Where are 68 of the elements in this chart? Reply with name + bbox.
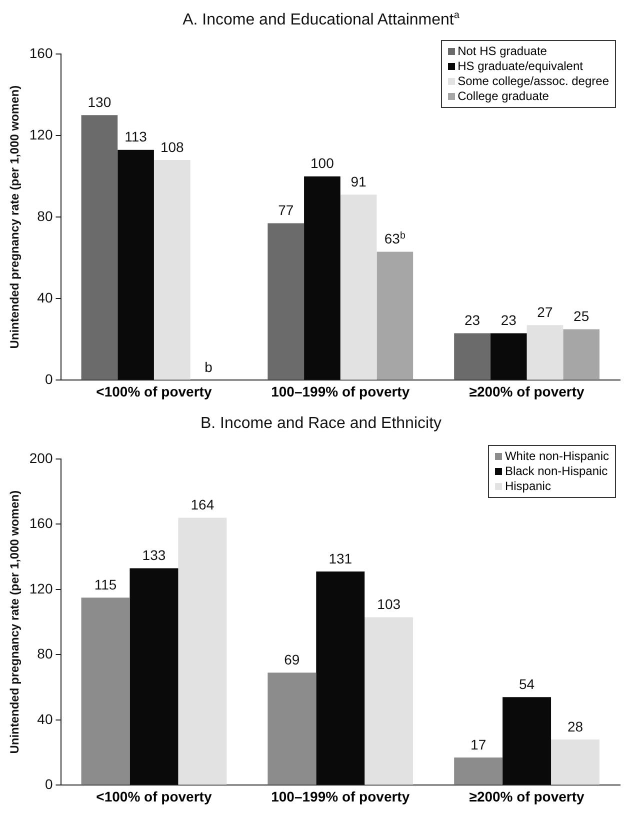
bar [364,617,414,785]
bar [178,518,227,785]
y-tick-label: 0 [44,776,53,792]
bar [502,697,552,785]
bar [563,329,600,380]
data-label: 131 [328,550,352,566]
y-axis-title: Unintended pregnancy rate (per 1,000 women) [8,85,22,349]
y-tick-label: 160 [29,515,53,532]
y-tick-label: 120 [29,580,53,596]
legend-label: Hispanic [504,479,551,493]
x-tick-label: <100% of poverty [96,383,212,400]
y-tick-label: 80 [37,208,53,224]
bar [454,757,503,785]
legend-label: Not HS graduate [458,44,547,58]
y-tick-label: 80 [37,646,53,662]
chart-title: B. Income and Race and Ethnicity [199,414,443,434]
bar [316,572,365,785]
bar [454,333,490,380]
data-label: 23 [464,312,480,328]
legend-label: Black non-Hispanic [504,464,608,478]
data-label: 133 [142,547,166,564]
legend-label: HS graduate/equivalent [458,59,583,73]
bar [304,176,340,380]
bar [268,223,304,380]
bar [81,598,130,785]
bar [130,568,178,785]
bar [118,150,154,380]
bar [340,194,377,380]
data-label: 54 [519,676,535,692]
data-label: 103 [377,596,401,612]
x-tick-label: ≥200% of poverty [469,788,585,804]
text: b [204,359,212,376]
x-tick-label: 100–199% of poverty [271,383,410,400]
bar [154,160,190,380]
y-tick-label: 200 [29,450,53,466]
legend-label: White non-Hispanic [504,449,609,463]
legend-label: Some college/assoc. degree [458,74,609,88]
data-label: 100 [310,155,334,172]
data-label: 17 [470,736,486,752]
data-label: 23 [500,312,517,328]
y-tick-label: 40 [37,290,53,306]
chart-title: A. Income and Educational Attainment$^{a}$ [182,9,460,30]
data-label: 28 [567,718,584,734]
y-tick-label: 160 [29,44,53,61]
bar [551,740,600,785]
x-tick-label: <100% of poverty [96,788,212,804]
bar [526,325,564,380]
bar [376,252,414,380]
data-label: 108 [160,138,184,155]
data-label: 77 [278,202,294,218]
data-label: 115 [94,576,117,592]
legend-label: College graduate [458,89,549,103]
y-tick-label: 0 [44,371,53,388]
y-tick-label: 40 [37,710,53,727]
data-label: 113 [124,128,148,145]
data-label: 69 [284,652,300,668]
data-label: 25 [574,308,590,324]
bar [490,333,527,380]
x-tick-label: ≥200% of poverty [469,383,585,400]
data-label: 27 [537,304,553,320]
y-tick-label: 120 [29,126,53,142]
y-axis-title: Unintended pregnancy rate (per 1,000 women) [8,490,22,754]
bar [268,672,316,785]
data-label: 91 [350,174,367,190]
data-label: 130 [88,94,112,110]
x-tick-label: 100–199% of poverty [271,788,410,804]
bar [81,115,118,380]
data-label: 164 [190,496,214,513]
